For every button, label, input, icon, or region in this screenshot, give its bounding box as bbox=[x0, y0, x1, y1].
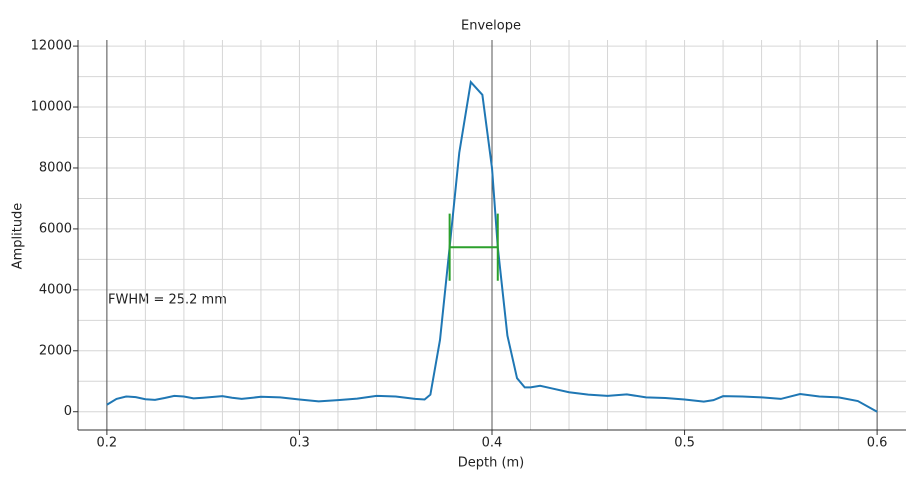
x-tick-label: 0.6 bbox=[867, 436, 888, 451]
annotation: FWHM = 25.2 mm bbox=[108, 293, 227, 308]
x-tick-label: 0.5 bbox=[674, 436, 695, 451]
y-axis-label: Amplitude bbox=[11, 203, 26, 270]
y-tick-label: 6000 bbox=[39, 221, 72, 236]
y-tick-label: 2000 bbox=[39, 343, 72, 358]
line bbox=[106, 79, 878, 413]
y-tick-label: 0 bbox=[64, 404, 72, 419]
x-tick-label: 0.4 bbox=[482, 436, 503, 451]
y-tick-label: 4000 bbox=[39, 282, 72, 297]
y-tick-label: 10000 bbox=[31, 100, 72, 115]
x-tick-label: 0.3 bbox=[289, 436, 310, 451]
y-tick-label: 12000 bbox=[31, 39, 72, 54]
x-axis-label: Depth (m) bbox=[458, 456, 525, 471]
y-tick-label: 8000 bbox=[39, 160, 72, 175]
chart-title: Envelope bbox=[461, 19, 521, 34]
x-tick-label: 0.2 bbox=[97, 436, 118, 451]
